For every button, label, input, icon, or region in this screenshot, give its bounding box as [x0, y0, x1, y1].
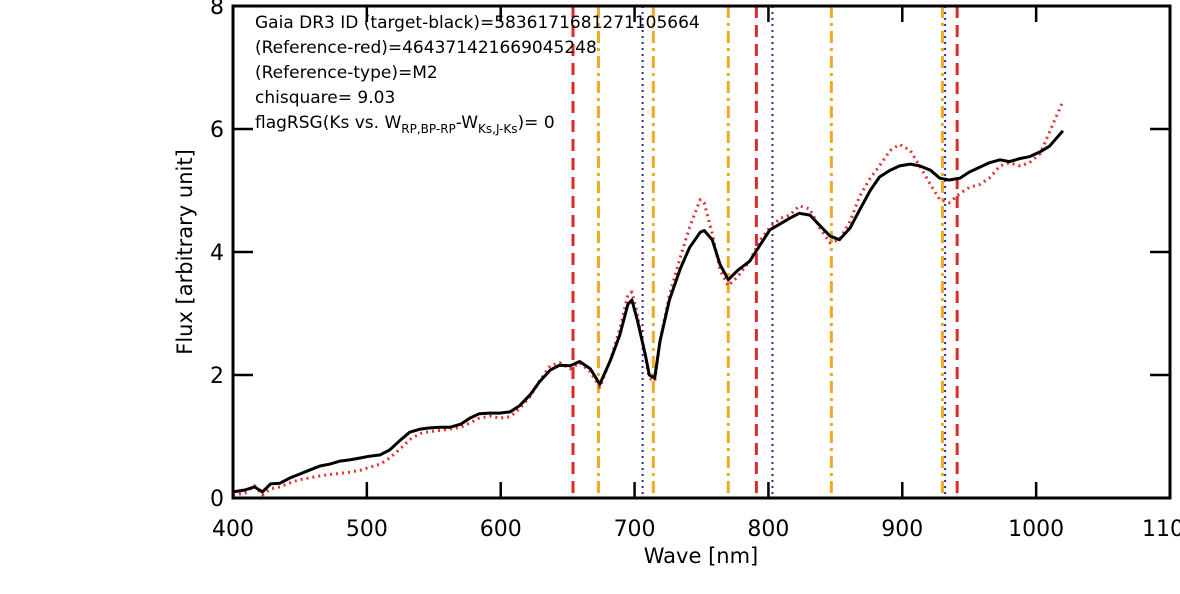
x-tick-label: 600 — [480, 517, 522, 542]
y-tick-label: 2 — [210, 364, 224, 389]
annotation: flagRSG(Ks vs. WRP,BP-RP-WKs,J-Ks)= 0 — [255, 113, 555, 136]
y-tick-label: 4 — [210, 241, 224, 266]
x-tick-label: 700 — [614, 517, 656, 542]
y-tick-label: 0 — [210, 487, 224, 512]
x-tick-label: 800 — [747, 517, 789, 542]
x-axis-label: Wave [nm] — [644, 544, 758, 568]
y-axis-label: Flux [arbitrary unit] — [173, 149, 197, 355]
data-line — [232, 129, 1065, 494]
annotation-part: )= 0 — [518, 113, 555, 133]
annotation-part: -W — [456, 113, 478, 133]
x-tick-label: 400 — [212, 517, 254, 542]
annotation: (Reference-red)=464371421669045248 — [255, 38, 597, 58]
annotation-subscript: RP,BP-RP — [401, 122, 456, 136]
annotation: (Reference-type)=M2 — [255, 63, 438, 83]
annotation: Gaia DR3 ID (target-black)=5836171681271… — [255, 13, 700, 33]
y-tick-label: 6 — [210, 118, 224, 143]
x-tick-label: 900 — [881, 517, 923, 542]
y-tick-label: 8 — [210, 0, 224, 20]
data-line — [232, 100, 1065, 497]
annotation-part: flagRSG(Ks vs. W — [255, 113, 401, 133]
annotation-subscript: Ks,J-Ks — [478, 122, 518, 136]
annotation: chisquare= 9.03 — [255, 88, 395, 108]
x-tick-label: 500 — [346, 517, 388, 542]
x-tick-label: 1000 — [1008, 517, 1064, 542]
